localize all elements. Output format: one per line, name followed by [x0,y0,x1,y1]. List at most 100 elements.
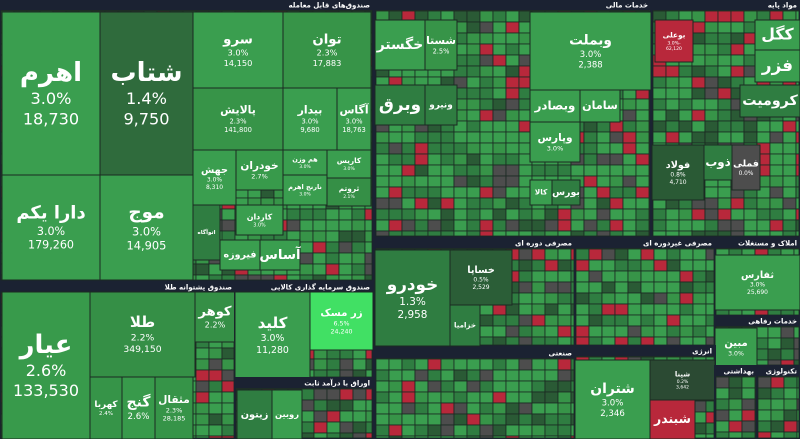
tile-filler [715,376,730,389]
tile-filler [570,325,575,338]
tile-filler [312,241,327,254]
tile-filler [221,219,236,232]
group-header [375,0,651,10]
tile-filler [705,303,715,316]
tile-filler [440,175,455,188]
tile-filler [414,164,429,177]
tile [449,304,481,347]
tile-filler [796,387,800,400]
tile-name: موج [128,202,164,223]
tile-filler [570,270,575,283]
tile-filler [518,259,533,272]
tile-filler [414,186,429,199]
tile-filler [531,230,546,237]
tile-filler [326,399,341,412]
tile-filler [691,131,706,144]
tile-filler [795,208,800,221]
tile-filler [453,142,468,155]
tile-filler [453,175,468,188]
tile-filler [453,230,468,237]
tile-filler [704,65,719,78]
tile-filler [627,281,642,294]
tile-filler [544,208,559,221]
tile-filler [678,230,693,237]
tile-filler [609,120,624,133]
tile-filler [640,281,655,294]
tile-filler [717,65,732,78]
tile-filler [652,98,667,111]
tile-filler [325,252,340,265]
tile [89,376,123,439]
tile-filler [665,76,680,89]
tile-filler [609,186,624,199]
tile-price: 25,690 [747,289,768,296]
tile-filler [388,391,403,404]
group-header [0,282,235,292]
tile-filler [414,175,429,188]
tile [234,291,311,379]
tile-filler [635,164,650,177]
tile-filler [557,292,572,305]
tile-filler [570,208,585,221]
tile-name: اهرم [20,58,82,88]
tile-filler [466,21,481,34]
tile-filler [715,431,730,439]
tile-filler [756,208,771,221]
tile-filler [665,87,680,100]
tile-filler [782,230,797,237]
tile-filler [364,230,373,243]
tile-filler [518,413,533,426]
tile-filler [453,186,468,199]
tile-filler [351,219,366,232]
tile-filler [505,142,520,155]
tile-filler [666,292,681,305]
tile-filler [691,76,706,89]
tile-filler [352,399,367,412]
tile-filler [796,376,800,389]
tile-filler [666,259,681,272]
tile-filler [557,358,572,371]
tile-filler [427,391,442,404]
tile-filler [440,435,455,439]
tile-filler [614,325,629,338]
tile-name: روبین [275,409,299,420]
tile-filler [678,76,693,89]
tile-filler [208,369,223,382]
tile-filler [583,230,598,237]
tile-filler [665,109,680,122]
tile-filler [466,391,481,404]
tile-filler [466,219,481,232]
tile-filler [479,10,494,23]
tile-filler [208,435,223,439]
tile-filler [570,402,575,415]
tile-filler [466,76,481,89]
tile-filler [780,359,795,366]
tile-name: وپارس [538,132,573,144]
tile-filler [479,391,494,404]
tile-filler [601,281,616,294]
tile [99,11,194,176]
tile-filler [575,292,590,305]
tile-change: 2.4% [99,411,113,417]
tile-filler [609,230,624,237]
tile-filler [730,197,745,210]
tile-filler [601,292,616,305]
tile-filler [544,391,559,404]
tile-filler [518,230,533,237]
group-header [652,0,800,10]
tile-filler [414,153,429,166]
tile-filler [757,387,772,400]
tile-filler [427,435,442,439]
tile [271,389,303,439]
tile-filler [401,186,416,199]
tile [282,11,372,89]
tile-name: زر مسک [320,308,362,319]
tile [449,249,513,306]
tile-filler [780,337,795,350]
tile-filler [796,420,800,433]
tile-filler [388,142,403,155]
tile-filler [414,369,429,382]
tile-filler [741,409,756,422]
tile-filler [375,186,390,199]
tile [89,291,196,378]
